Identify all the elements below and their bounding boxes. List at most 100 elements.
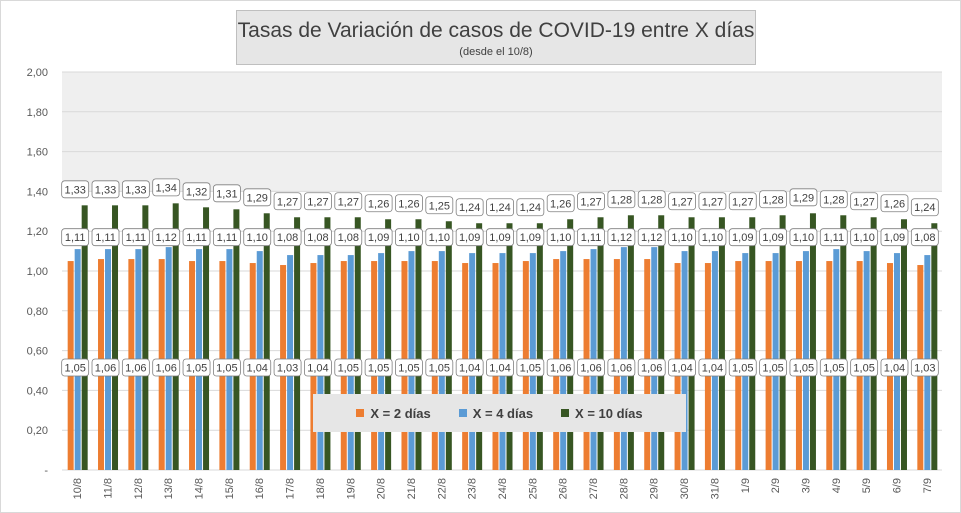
x-tick-label: 10/8 <box>72 478 84 499</box>
data-label-series-1-8-box <box>304 228 332 247</box>
data-label-series-2-24-box <box>789 188 818 207</box>
data-label-series-1-16: 1,10 <box>550 232 571 244</box>
data-label-series-1-3-box <box>152 228 181 247</box>
bar-2-8 <box>324 217 331 470</box>
x-tick-label: 25/8 <box>527 478 539 499</box>
data-label-series-1-24: 1,10 <box>793 232 814 244</box>
data-label-series-2-12: 1,25 <box>429 200 450 212</box>
data-label-series-2-16: 1,26 <box>550 198 571 210</box>
data-label-series-2-7-box <box>273 192 302 211</box>
data-label-series-2-22-box <box>728 192 757 211</box>
data-label-series-0-21-box <box>698 358 727 377</box>
data-label-series-2-25: 1,28 <box>823 194 844 206</box>
data-label-series-2-28-box <box>910 198 939 217</box>
bar-2-1 <box>112 205 119 470</box>
data-label-series-2-15: 1,24 <box>520 202 541 214</box>
data-label-series-2-25-box <box>819 190 848 209</box>
data-label-series-1-5-box <box>212 228 241 247</box>
bar-1-18 <box>620 247 627 470</box>
data-label-series-1-2: 1,11 <box>126 232 147 244</box>
data-label-series-0-25: 1,05 <box>823 363 844 375</box>
data-label-series-1-21: 1,10 <box>702 232 723 244</box>
data-label-series-1-10-box <box>364 228 393 247</box>
data-label-series-2-20: 1,27 <box>671 196 692 208</box>
data-label-series-0-12-box <box>425 358 454 377</box>
data-label-series-0-10: 1,05 <box>368 363 389 375</box>
data-label-series-0-0: 1,05 <box>64 363 85 375</box>
data-label-series-0-13-box <box>455 358 484 377</box>
data-label-series-1-21-box <box>698 228 727 247</box>
x-tick-label: 22/8 <box>436 478 448 499</box>
data-label-series-2-2-box <box>121 180 150 199</box>
data-label-series-0-28: 1,03 <box>914 363 935 375</box>
data-label-series-2-21-box <box>698 192 727 211</box>
data-label-series-1-7-box <box>273 228 302 247</box>
data-label-series-2-5: 1,31 <box>216 188 237 200</box>
legend-label-series-0: X = 2 días <box>370 405 431 421</box>
data-label-series-0-5: 1,05 <box>216 363 237 375</box>
data-label-series-2-13: 1,24 <box>459 202 480 214</box>
y-tick-label: 1,40 <box>27 186 48 198</box>
data-label-series-0-22: 1,05 <box>732 363 753 375</box>
data-label-series-2-20-box <box>668 192 696 211</box>
data-label-series-2-9: 1,27 <box>338 196 359 208</box>
data-label-series-2-22: 1,27 <box>732 196 753 208</box>
bar-2-16 <box>567 219 574 470</box>
data-label-series-1-10: 1,09 <box>368 232 389 244</box>
data-label-series-0-26: 1,05 <box>853 363 874 375</box>
data-label-series-0-19: 1,06 <box>641 363 662 375</box>
y-tick-label: 1,20 <box>27 226 48 238</box>
x-tick-label: 12/8 <box>133 478 145 499</box>
data-label-series-1-0: 1,11 <box>65 232 86 244</box>
x-tick-label: 3/9 <box>800 478 812 493</box>
data-label-series-1-14: 1,09 <box>489 232 510 244</box>
data-label-series-2-1-box <box>91 180 120 199</box>
data-label-series-1-20: 1,10 <box>671 232 692 244</box>
x-tick-label: 15/8 <box>224 478 236 499</box>
data-label-series-1-17: 1,11 <box>581 232 602 244</box>
data-label-series-2-21: 1,27 <box>702 196 723 208</box>
data-label-series-2-14: 1,24 <box>489 202 510 214</box>
data-label-series-2-19-box <box>637 190 666 209</box>
x-tick-label: 23/8 <box>467 478 479 499</box>
bar-2-15 <box>536 223 543 470</box>
data-label-series-0-3-box <box>152 358 181 377</box>
chart-legend: X = 2 días X = 4 días X = 10 días <box>313 394 686 432</box>
data-label-series-2-19: 1,28 <box>641 194 662 206</box>
data-label-series-2-2: 1,33 <box>125 184 146 196</box>
data-label-series-0-24-box <box>789 358 818 377</box>
data-label-series-0-14-box <box>486 358 514 377</box>
data-label-series-2-23: 1,28 <box>762 194 783 206</box>
bar-2-27 <box>900 219 907 470</box>
data-label-series-0-17-box <box>577 358 605 377</box>
data-label-series-2-13-box <box>455 198 484 217</box>
data-label-series-0-6: 1,04 <box>247 363 268 375</box>
data-label-series-0-23-box <box>759 358 788 377</box>
bar-2-19 <box>658 215 665 470</box>
bar-2-0 <box>81 205 88 470</box>
bar-2-9 <box>354 217 361 470</box>
data-label-series-0-15-box <box>516 358 545 377</box>
bar-2-25 <box>840 215 847 470</box>
data-label-series-0-4: 1,05 <box>186 363 207 375</box>
data-label-series-1-19-box <box>637 228 666 247</box>
data-label-series-2-11-box <box>395 194 423 213</box>
data-label-series-0-2: 1,06 <box>125 363 146 375</box>
x-tick-label: 7/9 <box>922 478 934 493</box>
data-label-series-1-26-box <box>850 228 879 247</box>
y-tick-label: - <box>44 465 48 477</box>
legend-item-series-0: X = 2 días <box>356 405 431 421</box>
data-label-series-0-20: 1,04 <box>671 363 692 375</box>
bar-2-2 <box>142 205 149 470</box>
data-label-series-0-9: 1,05 <box>338 363 359 375</box>
data-label-series-0-3: 1,06 <box>155 363 176 375</box>
data-label-series-2-6-box <box>243 188 272 207</box>
data-label-series-2-26: 1,27 <box>853 196 874 208</box>
data-label-series-1-18-box <box>607 228 636 247</box>
data-label-series-1-13: 1,09 <box>459 232 480 244</box>
data-label-series-2-27-box <box>880 194 909 213</box>
data-label-series-0-8-box <box>304 358 332 377</box>
data-label-series-1-24-box <box>789 228 818 247</box>
data-label-series-1-12-box <box>425 228 454 247</box>
bar-2-21 <box>718 217 725 470</box>
